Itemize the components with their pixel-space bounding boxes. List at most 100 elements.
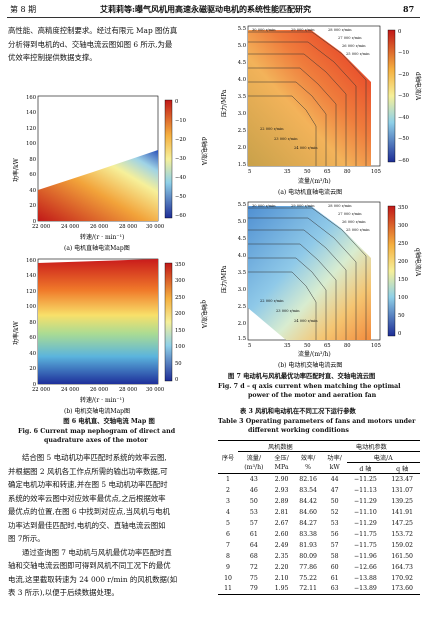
table-cell: 46 [249,486,258,494]
subfigure-caption: (b) 电动机交轴电流云图 [278,361,342,369]
colorbar [387,29,396,163]
y-axis-label: 压力/MPa [220,89,228,117]
body-line: 通过查询图 7 电动机与风机最优功率匹配时直 [22,547,172,557]
x-tick: 30 000 [146,387,164,393]
body-line: 最优点的位置,在图 6 中找到对应点,当风机与电机 [8,507,170,516]
table-cell: 8 [226,552,230,560]
intro-line: 高性能、高精度控制要求。经过有限元 Map 图仿真 [8,26,178,35]
speed-curve [248,271,317,340]
speed-curve [248,31,367,166]
colorbar-tick: 0 [398,29,401,35]
table-cell: 60 [330,563,339,571]
table-cell: 3 [226,497,230,505]
colorbar [387,205,396,337]
colorbar-tick: 100 [175,344,185,350]
table-row: 7 64 2.49 81.93 57 −11.75 159.02 [218,540,420,551]
y-tick: 4.0 [238,77,246,83]
colorbar-tick: 150 [398,277,408,283]
table-header: 流量/ 全压/ 效率/ 功率/ 电流/A [218,451,420,463]
caption-en: Fig. 6 Current map nephogram of direct a… [18,427,176,435]
x-tick: 24 000 [61,387,79,393]
table-cell: 170.92 [391,574,413,582]
q-current-surface [38,259,158,384]
x-tick: 105 [371,169,381,175]
table-cell: −11.96 [353,552,377,560]
y-tick: 2.5 [238,304,246,310]
x-tick: 28 000 [119,224,137,230]
table-cell: 72 [249,563,258,571]
table-cell: −11.75 [353,541,377,549]
speed-label: 23 000 r/min [276,309,300,313]
table-cell: −13.89 [346,583,385,595]
subfigure-caption: (a) 电机直轴电流Map图 [64,244,130,252]
table-cell: 161.50 [391,552,413,560]
table-cell: −11.29 [353,497,377,505]
speed-label: 27 000 r/min [338,212,362,216]
x-tick: 28 000 [119,387,137,393]
x-tick: 5 [248,343,251,349]
col-order-header: 序号 [218,440,238,474]
table-cell: −11.25 [353,475,377,483]
body-line: 系统的效率云图中对应效率最优点,之后根据效率 [8,493,166,503]
table-cell: 2.89 [274,497,289,505]
y-tick: 140 [26,110,36,116]
col-power-unit: kW [322,462,347,474]
table-cell: 77.86 [299,563,317,571]
table-cell: 57 [330,541,339,549]
y-tick: 5.5 [238,202,246,208]
colorbar-tick: 350 [175,262,185,268]
table-cell: 75.22 [299,574,317,582]
table-body: 1 43 2.90 82.16 44 −11.25 123.47 2 46 2.93 83.54 47… [218,474,420,595]
caption-cn: 表 3 风机和电动机在不同工况下运行参数 [240,408,356,415]
table-cell: −11.13 [353,486,377,494]
d-current-surface [38,150,158,221]
speed-label: 27 000 r/min [338,36,362,40]
table-cell: 43 [249,475,258,483]
colorbar-tick: −10 [175,118,186,124]
y-tick: 100 [26,304,36,310]
colorbar-label: q轴电流/A [200,300,208,329]
table-cell: 2.81 [274,508,289,516]
table-cell: 1.95 [269,583,294,595]
y-tick: 3.0 [238,287,246,293]
table-cell: 2.93 [274,486,289,494]
fan-group-header: 风机数据 [238,440,323,452]
table-cell: 64 [249,541,258,549]
subfigure-caption: (a) 电动机直轴电流云图 [278,188,342,196]
speed-curve [248,229,347,340]
x-tick: 65 [324,343,331,349]
figure-7b: 30 000 r/min 29 000 r/min 28 000 r/min 2… [220,201,422,369]
body-line: 表 3 所示),以便于后续数据处理。 [8,588,119,597]
table-cell: 2.90 [274,475,289,483]
y-tick: 100 [26,141,36,147]
x-tick: 26 000 [90,224,108,230]
colorbar-tick: 250 [175,295,185,301]
table-cell: 139.25 [391,497,413,505]
x-axis-label: 流量/(m³/h) [298,350,331,358]
table-cell: 173.60 [384,583,420,595]
x-tick: 5 [248,169,251,175]
table-row: 5 57 2.67 84.27 53 −11.29 147.25 [218,518,420,529]
table-row: 2 46 2.93 83.54 47 −11.13 131.07 [218,485,420,496]
current-group-header: 电流/A [346,451,420,463]
y-tick: 1.5 [238,162,246,168]
y-tick: 5.0 [238,43,246,49]
body-line: 结合图 5 电动机功率匹配时系统的效率云图, [22,453,167,462]
table-row: 1 43 2.90 82.16 44 −11.25 123.47 [218,474,420,485]
col-q-header: q 轴 [384,462,420,474]
colorbar-tick: 300 [175,278,185,284]
table-cell: 81.93 [299,541,317,549]
table-cell: 131.07 [391,486,413,494]
colorbar-tick: 0 [175,377,178,383]
x-tick: 80 [344,169,351,175]
table-row: 11 79 1.95 72.11 63 −13.89 173.60 [218,583,420,595]
table-3-caption: 表 3 风机和电动机在不同工况下运行参数 Table 3 Operating p… [218,407,422,436]
x-tick: 65 [324,169,331,175]
colorbar-ticks: 350 300 250 200 150 100 50 0 [398,205,408,337]
caption-en: power of the motor and aeration fan [248,392,377,399]
speed-label: 29 000 r/min [291,28,315,32]
y-tick: 80 [29,157,36,163]
colorbar [164,99,173,219]
y-tick: 0 [33,382,36,388]
y-axis-label: 压力/MPa [220,265,228,293]
